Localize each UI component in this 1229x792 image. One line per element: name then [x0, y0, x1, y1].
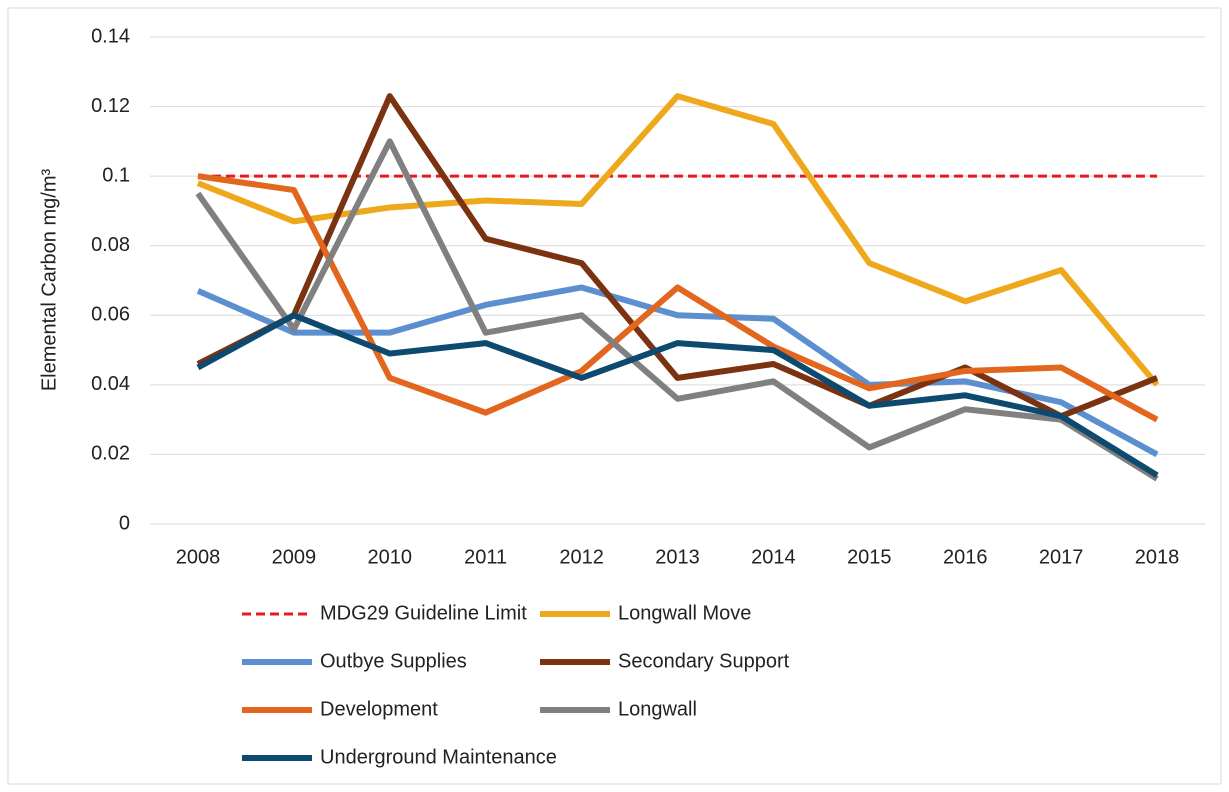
y-axis-label: Elemental Carbon mg/m³	[38, 169, 60, 392]
series-line	[195, 138, 1159, 482]
y-tick-label: 0	[119, 512, 130, 534]
x-tick-label: 2015	[847, 546, 892, 568]
x-tick-label: 2017	[1039, 546, 1084, 568]
series-line	[196, 312, 1159, 478]
x-tick-label: 2011	[464, 546, 507, 568]
legend-label: Secondary Support	[618, 650, 790, 672]
x-tick-label: 2009	[272, 546, 317, 568]
x-tick-label: 2016	[943, 546, 988, 568]
x-tick-label: 2013	[655, 546, 700, 568]
y-tick-label: 0.1	[102, 164, 130, 186]
y-tick-label: 0.14	[91, 25, 130, 47]
legend-label: Outbye Supplies	[320, 650, 467, 672]
series-line	[196, 93, 1159, 420]
y-tick-label: 0.06	[91, 304, 130, 326]
legend-label: Development	[320, 698, 438, 720]
series-line	[197, 173, 1159, 423]
y-tick-label: 0.02	[91, 443, 130, 465]
legend-label: Underground Maintenance	[320, 746, 557, 768]
y-tick-label: 0.08	[91, 234, 130, 256]
legend-label: MDG29 Guideline Limit	[320, 602, 527, 624]
legend-label: Longwall	[618, 698, 697, 720]
series-line	[196, 93, 1160, 387]
series-line	[196, 284, 1159, 458]
x-tick-label: 2008	[176, 546, 221, 568]
y-tick-label: 0.12	[91, 95, 130, 117]
x-tick-label: 2018	[1135, 546, 1180, 568]
x-tick-label: 2010	[368, 546, 413, 568]
y-tick-label: 0.04	[91, 373, 130, 395]
x-tick-label: 2012	[559, 546, 604, 568]
x-tick-label: 2014	[751, 546, 796, 568]
legend-label: Longwall Move	[618, 602, 751, 624]
